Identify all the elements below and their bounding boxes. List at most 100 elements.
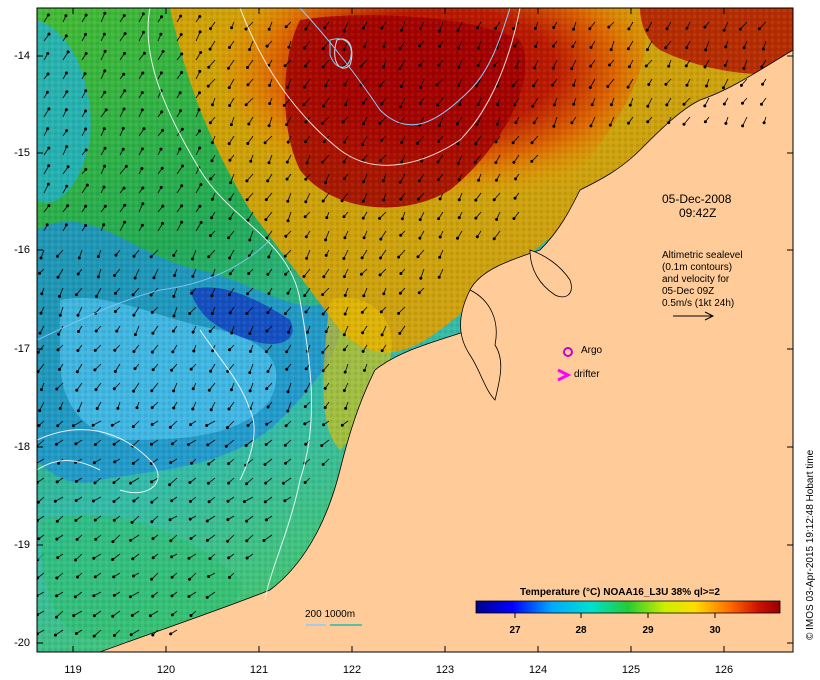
velocity-arrow-head <box>129 633 133 637</box>
velocity-arrow-head <box>111 558 115 562</box>
velocity-arrow-head <box>131 574 135 578</box>
velocity-arrow-head <box>704 48 708 52</box>
velocity-arrow <box>138 203 144 213</box>
velocity-arrow-head <box>264 518 268 522</box>
velocity-arrow-head <box>667 121 671 125</box>
velocity-arrow <box>76 363 83 373</box>
velocity-arrow-head <box>188 517 192 521</box>
velocity-arrow-head <box>93 518 97 522</box>
velocity-arrow-head <box>515 65 519 69</box>
velocity-arrow-head <box>266 272 270 276</box>
velocity-arrow-head <box>397 311 401 315</box>
velocity-arrow-head <box>92 556 96 560</box>
velocity-arrow-head <box>305 330 309 334</box>
velocity-arrow-head <box>378 121 382 125</box>
velocity-arrow-head <box>64 14 68 18</box>
argo-legend-label: Argo <box>581 345 603 356</box>
drifter-marker <box>557 368 572 382</box>
velocity-arrow <box>62 146 68 156</box>
velocity-arrow-head <box>95 294 99 298</box>
velocity-arrow-head <box>532 121 536 125</box>
velocity-arrow <box>475 135 482 144</box>
velocity-arrow-head <box>265 236 269 240</box>
velocity-arrow-head <box>140 108 144 112</box>
velocity-arrow-head <box>161 50 165 54</box>
velocity-arrow-head <box>626 85 630 89</box>
velocity-arrow-head <box>304 140 308 144</box>
velocity-arrow-head <box>205 423 209 427</box>
velocity-arrow <box>119 222 125 232</box>
velocity-arrow <box>439 21 444 32</box>
velocity-arrow <box>399 40 406 50</box>
velocity-arrow-head <box>142 127 146 131</box>
velocity-arrow-head <box>47 164 51 168</box>
x-tick-label: 125 <box>621 664 641 676</box>
velocity-arrow <box>138 32 144 42</box>
velocity-arrow-head <box>530 141 534 145</box>
velocity-arrow-head <box>685 46 689 50</box>
velocity-arrow-head <box>208 47 212 51</box>
velocity-arrow-head <box>474 198 478 202</box>
velocity-arrow-head <box>321 199 325 203</box>
velocity-arrow-head <box>495 122 499 126</box>
velocity-arrow-head <box>552 25 556 29</box>
velocity-arrow-head <box>263 141 267 145</box>
velocity-arrow-head <box>457 178 461 182</box>
velocity-arrow-head <box>208 557 212 561</box>
velocity-arrow <box>343 249 349 259</box>
velocity-arrow-head <box>210 159 214 163</box>
velocity-arrow <box>249 40 254 50</box>
velocity-arrow-head <box>665 103 669 107</box>
velocity-arrow <box>249 230 254 241</box>
velocity-arrow-head <box>304 120 308 124</box>
velocity-arrow-head <box>207 500 211 504</box>
velocity-arrow-head <box>572 102 576 106</box>
velocity-arrow-head <box>721 86 725 90</box>
velocity-arrow-head <box>112 442 116 446</box>
colorbar <box>475 600 781 614</box>
velocity-arrow <box>610 40 615 50</box>
velocity-arrow-head <box>664 82 668 86</box>
velocity-arrow-head <box>170 442 174 446</box>
velocity-arrow-head <box>140 166 144 170</box>
velocity-arrow-head <box>511 84 515 88</box>
velocity-arrow-head <box>399 28 403 32</box>
velocity-arrow-head <box>552 103 556 107</box>
velocity-arrow-head <box>494 161 498 165</box>
velocity-arrow-head <box>91 499 95 503</box>
velocity-arrow-head <box>438 29 442 33</box>
velocity-arrow-head <box>151 556 155 560</box>
velocity-arrow-head <box>207 65 211 69</box>
x-tick-label: 119 <box>64 664 82 676</box>
velocity-arrow-head <box>436 103 440 107</box>
velocity-arrow-head <box>492 237 496 241</box>
velocity-arrow <box>173 306 178 317</box>
velocity-arrow-head <box>151 537 155 541</box>
velocity-arrow-head <box>321 293 325 297</box>
velocity-arrow-head <box>192 349 196 353</box>
velocity-arrow-head <box>551 83 555 87</box>
velocity-arrow-head <box>132 254 136 258</box>
velocity-arrow-head <box>360 256 364 260</box>
velocity-arrow-head <box>123 203 127 207</box>
velocity-arrow-head <box>172 406 176 410</box>
velocity-arrow-head <box>343 83 347 87</box>
velocity-arrow-head <box>246 218 250 222</box>
velocity-arrow <box>321 439 330 446</box>
velocity-arrow-head <box>57 332 61 336</box>
altimetry-note-line: 0.5m/s (1kt 24h) <box>662 298 735 309</box>
velocity-arrow-head <box>198 14 202 18</box>
velocity-arrow-head <box>590 103 594 107</box>
velocity-arrow <box>73 420 83 427</box>
velocity-arrow-head <box>150 310 154 314</box>
velocity-arrow-head <box>606 85 610 89</box>
velocity-arrow-head <box>282 103 286 107</box>
velocity-arrow-head <box>380 333 384 337</box>
velocity-arrow-head <box>398 291 402 295</box>
velocity-arrow-head <box>437 275 441 279</box>
velocity-arrow-head <box>609 103 613 107</box>
coastline-detail <box>460 249 572 401</box>
velocity-arrow-head <box>267 124 271 128</box>
velocity-arrow <box>150 249 159 257</box>
velocity-arrow-head <box>58 406 62 410</box>
